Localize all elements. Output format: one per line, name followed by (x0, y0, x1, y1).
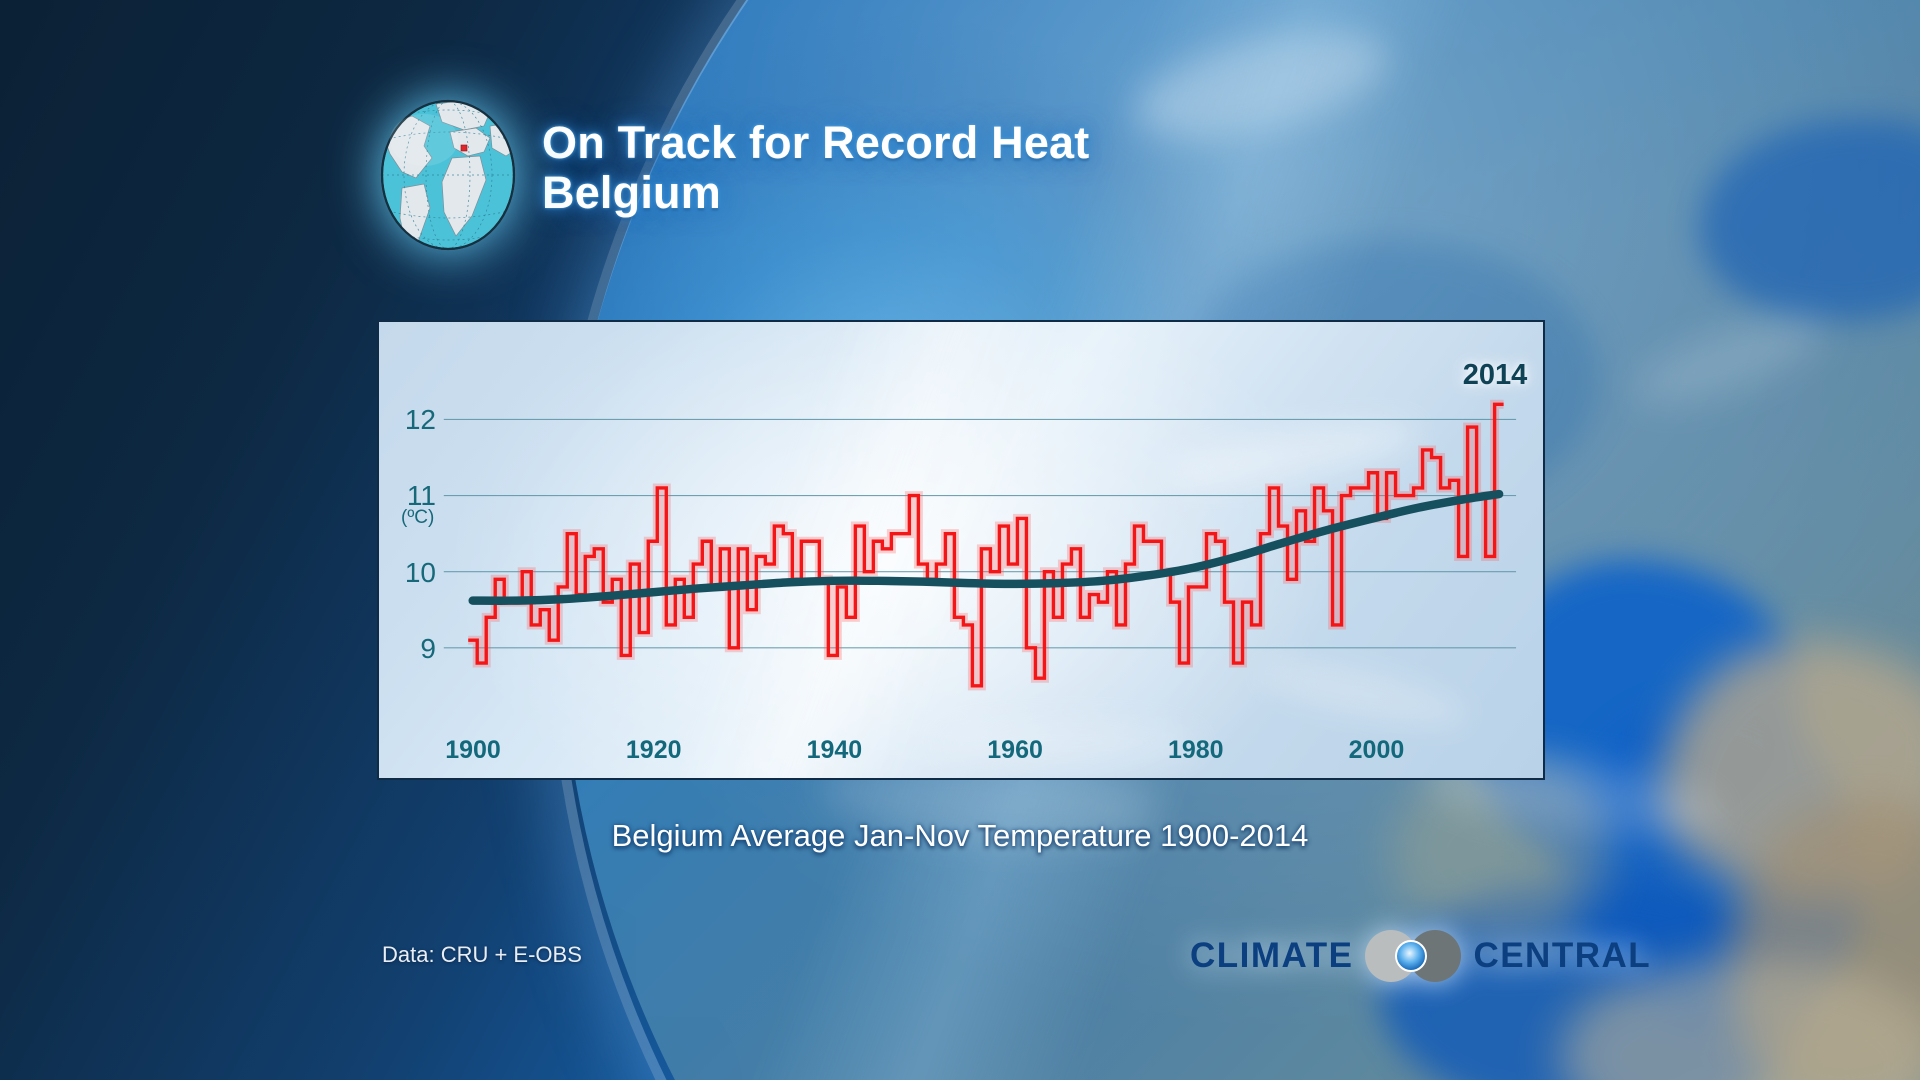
x-axis-tick-label: 1920 (625, 736, 682, 764)
x-axis-tick-label: 1900 (445, 736, 501, 764)
climate-central-logo: CLIMATE CENTRAL (1190, 930, 1651, 982)
trend-line (468, 489, 1504, 605)
y-axis-tick-label: 11 (406, 480, 436, 512)
globe-icon (372, 96, 524, 254)
logo-word-climate: CLIMATE (1190, 936, 1354, 975)
x-axis-tick-label: 1940 (806, 736, 863, 764)
y-axis-unit-label: (ºC) (401, 506, 435, 528)
logo-word-central: CENTRAL (1473, 936, 1652, 975)
peak-year-label: 2014 (1462, 358, 1528, 391)
header: On Track for Record Heat Belgium (372, 96, 1089, 254)
temperature-step-chart (443, 399, 1517, 691)
data-source-label: Data: CRU + E-OBS (382, 942, 582, 967)
interlocking-circles-icon (1365, 930, 1462, 982)
chart-panel: 9 10 11 12 (ºC) 1900 1920 1940 1960 1980 2000 20… (377, 320, 1545, 780)
x-axis-tick-label: 1980 (1167, 736, 1224, 764)
x-axis-tick-label: 1960 (987, 736, 1043, 764)
y-axis-tick-label: 9 (420, 632, 436, 664)
page-title-line2: Belgium (542, 167, 721, 219)
logo-core-dot (1395, 940, 1428, 972)
temperature-series-line (468, 402, 1504, 688)
series-glow (468, 399, 1504, 691)
x-axis-tick-label: 2000 (1348, 736, 1405, 764)
page-title-line1: On Track for Record Heat (542, 117, 1090, 168)
title-block: On Track for Record Heat Belgium (542, 117, 1090, 219)
chart-caption: Belgium Average Jan-Nov Temperature 1900… (611, 818, 1309, 853)
y-axis-tick-label: 12 (404, 403, 436, 435)
y-axis-tick-label: 10 (404, 556, 436, 588)
